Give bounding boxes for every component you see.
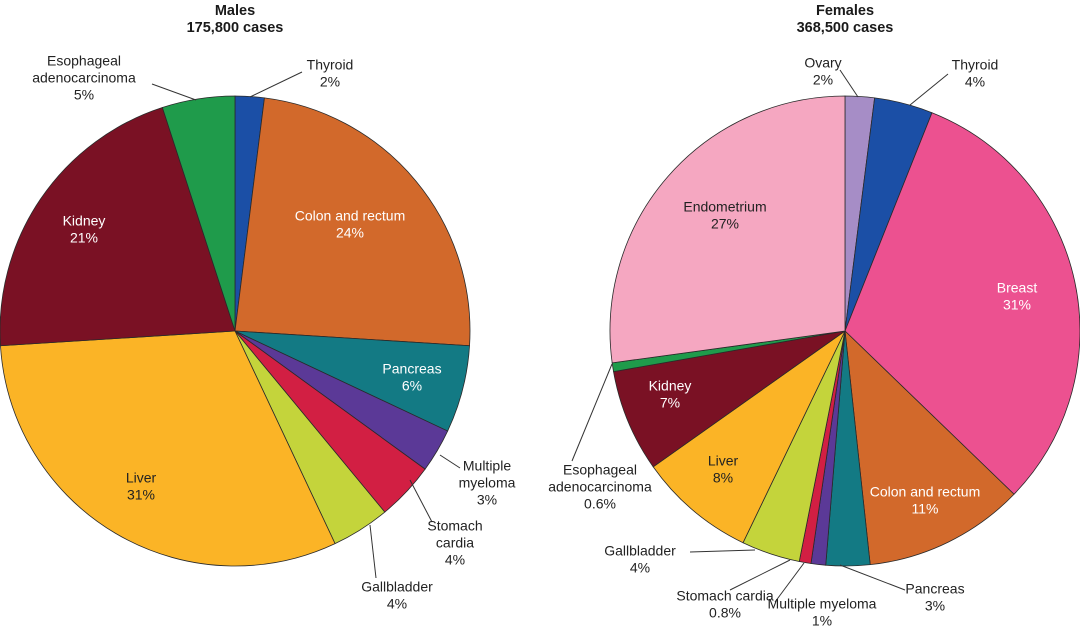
slice-name: Stomach cardia	[676, 588, 773, 604]
slice-value: 0.8%	[709, 605, 741, 621]
slice-name: Kidney	[63, 213, 106, 229]
slice-value: 8%	[713, 470, 733, 486]
slice-value: 4%	[445, 552, 465, 568]
slice-name: adenocarcinoma	[548, 479, 652, 495]
leader-line	[409, 479, 433, 523]
slice-name: Thyroid	[952, 57, 999, 73]
slice-liver	[652, 329, 847, 544]
slice-value: 5%	[74, 87, 94, 103]
leader-line	[839, 69, 859, 98]
slice-name: Esophageal	[47, 53, 121, 69]
slice-value: 7%	[660, 395, 680, 411]
leader-line	[774, 562, 805, 603]
slice-name: Thyroid	[307, 57, 354, 73]
slice-name: cardia	[436, 535, 474, 551]
slice-value: 1%	[812, 613, 832, 627]
slice-value: 2%	[813, 72, 833, 88]
slice-value: 4%	[965, 74, 985, 90]
slice-value: 11%	[912, 501, 939, 517]
leader-line	[571, 363, 613, 462]
pie-title: Females	[816, 3, 874, 19]
slice-name: Endometrium	[683, 199, 766, 215]
slice-colon-and-rectum	[844, 329, 1015, 566]
slice-name: adenocarcinoma	[32, 70, 136, 86]
slice-kidney	[613, 330, 846, 468]
slice-name: Esophageal	[563, 462, 637, 478]
slice-value: 31%	[1003, 297, 1031, 313]
slice-value: 4%	[630, 560, 650, 576]
pie-subtitle: 175,800 cases	[187, 20, 284, 36]
slice-kidney	[0, 106, 236, 347]
slice-endometrium	[609, 95, 846, 364]
slice-value: 0.6%	[584, 496, 616, 512]
slice-name: Pancreas	[905, 581, 964, 597]
slice-name: Kidney	[649, 378, 692, 394]
pie-subtitle: 368,500 cases	[797, 20, 894, 36]
slice-name: Colon and rectum	[870, 484, 981, 500]
slice-liver	[0, 330, 336, 567]
leader-line	[909, 73, 949, 106]
slice-name: Stomach	[427, 518, 482, 534]
slice-value: 6%	[402, 378, 422, 394]
slice-name: Gallbladder	[361, 579, 433, 595]
leader-line	[151, 83, 197, 101]
slice-breast	[844, 112, 1080, 495]
slice-name: Breast	[997, 280, 1038, 296]
slice-value: 2%	[320, 74, 340, 90]
slice-value: 27%	[711, 216, 739, 232]
slice-value: 21%	[70, 230, 98, 246]
slice-name: Pancreas	[382, 361, 441, 377]
slice-name: Ovary	[804, 55, 841, 71]
leader-line	[729, 559, 791, 591]
slice-name: Liver	[708, 453, 739, 469]
slice-name: Gallbladder	[604, 543, 676, 559]
slice-colon-and-rectum	[234, 97, 471, 347]
leader-line	[439, 454, 461, 469]
slice-name: myeloma	[459, 475, 516, 491]
slice-esophageal-adenocarcinoma	[161, 95, 236, 332]
slice-value: 24%	[336, 225, 364, 241]
leader-line	[369, 524, 377, 579]
slice-name: Multiple	[463, 458, 511, 474]
slice-value: 3%	[477, 492, 497, 508]
pie-title: Males	[215, 3, 255, 19]
leader-line	[689, 549, 756, 553]
slice-value: 31%	[127, 487, 155, 503]
slice-value: 3%	[925, 598, 945, 614]
slice-name: Colon and rectum	[295, 208, 406, 224]
slice-name: Liver	[126, 470, 157, 486]
leader-line	[249, 71, 303, 98]
slice-value: 4%	[387, 596, 407, 612]
leader-line	[839, 564, 906, 591]
slice-name: Multiple myeloma	[768, 596, 877, 612]
